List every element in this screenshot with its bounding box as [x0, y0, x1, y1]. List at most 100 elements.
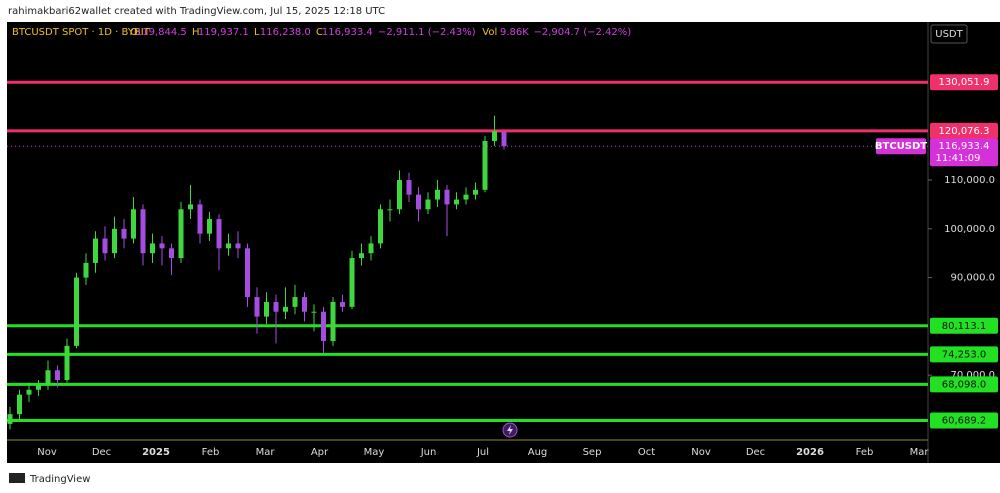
symbol: BTCUSDT SPOT · 1D · BYBIT	[12, 27, 151, 38]
legend-key: Vol	[482, 27, 497, 38]
level-label-box	[930, 317, 998, 334]
legend-change: −2,904.7 (−2.42%)	[534, 27, 632, 38]
legend-value: 116,933.4	[322, 27, 373, 38]
candle-body	[159, 243, 165, 249]
candle-body	[169, 248, 174, 259]
event-bolt	[507, 425, 513, 435]
level-label-box	[930, 122, 998, 139]
plot-area	[7, 22, 928, 463]
candle-body	[264, 301, 269, 317]
candle-body	[102, 238, 108, 254]
currency-box[interactable]	[930, 24, 968, 44]
x-tick-label: 2025	[142, 447, 170, 458]
candle-body	[45, 370, 51, 385]
level-label-box	[930, 346, 998, 363]
legend-key: H	[192, 27, 200, 38]
candle-body	[121, 228, 127, 239]
candle-body	[406, 180, 412, 195]
x-tick-label: Feb	[202, 447, 220, 458]
x-tick-label: Dec	[92, 447, 111, 458]
level-label-box	[930, 74, 998, 91]
brand: TradingView	[29, 474, 90, 485]
x-tick-label: Feb	[856, 447, 874, 458]
candle-body	[283, 306, 288, 312]
level-label-box	[930, 376, 998, 393]
level-label: 130,051.9	[939, 77, 990, 88]
candle-body	[83, 262, 89, 278]
candle-body	[492, 131, 497, 142]
candle-body	[321, 311, 326, 341]
candle-body	[311, 311, 317, 313]
candle-body	[64, 345, 70, 381]
candle-body	[235, 243, 241, 249]
x-tick-label: Jul	[476, 447, 489, 458]
legend-key: L	[254, 27, 260, 38]
caption: rahimakbari62wallet created with Trading…	[8, 6, 385, 17]
x-tick-label: Mar	[256, 447, 276, 458]
candle-body	[36, 384, 41, 390]
candle-body	[463, 194, 469, 200]
candle-body	[292, 297, 298, 307]
candle-body	[444, 189, 450, 205]
candle-body	[368, 243, 374, 254]
candle-body	[302, 297, 307, 312]
x-tick-label: Apr	[311, 447, 329, 458]
candle-body	[17, 394, 22, 415]
candle-body	[197, 204, 203, 234]
last-price-label: 116,933.4	[939, 141, 990, 152]
candle-body	[150, 243, 155, 254]
x-tick-label: Aug	[528, 447, 548, 458]
y-tick-label: 100,000.0	[944, 224, 995, 235]
candle-body	[245, 248, 250, 298]
level-label: 74,253.0	[942, 349, 987, 360]
last-price-box	[930, 138, 998, 167]
candle-body	[140, 209, 146, 254]
x-tick-label: May	[364, 447, 385, 458]
candle-body	[340, 301, 345, 307]
candle-body	[207, 219, 212, 234]
y-tick-label: 110,000.0	[944, 175, 995, 186]
candle-body	[55, 370, 60, 381]
y-tick-label: 70,000.0	[950, 370, 995, 381]
y-tick-label: 90,000.0	[950, 273, 995, 284]
candle-body	[93, 238, 98, 263]
legend-key: C	[316, 27, 323, 38]
candle-body	[473, 189, 478, 195]
level-label: 120,076.3	[939, 126, 990, 137]
symbol-tag	[876, 138, 926, 155]
candle-body	[178, 209, 184, 259]
candle-body	[387, 209, 393, 211]
legend-key: O	[130, 27, 138, 38]
candle-body	[416, 194, 421, 210]
candle-body	[226, 243, 231, 249]
candle-body	[254, 297, 260, 317]
candle-body	[188, 204, 193, 210]
legend-value: 119,937.1	[198, 27, 249, 38]
candle-body	[74, 277, 79, 346]
level-label: 60,689.2	[942, 416, 987, 427]
x-tick-label: Dec	[746, 447, 765, 458]
x-tick-label: Nov	[37, 447, 57, 458]
candle-body	[435, 189, 440, 200]
currency[interactable]: USDT	[935, 29, 963, 40]
candle-body	[454, 199, 459, 205]
countdown: 11:41:09	[936, 153, 981, 164]
symbol-tag-text: BTCUSDT	[875, 141, 927, 152]
candle-body	[131, 209, 136, 239]
x-tick-label: Nov	[691, 447, 711, 458]
x-tick-label: Jun	[420, 447, 437, 458]
candle-body	[349, 258, 355, 307]
x-tick-label: 2026	[796, 447, 824, 458]
candle-body	[330, 301, 336, 341]
legend-value: 119,844.5	[136, 27, 187, 38]
legend-value: 116,238.0	[260, 27, 311, 38]
level-label: 68,098.0	[942, 379, 987, 390]
candle-body	[378, 209, 383, 244]
candle-body	[7, 414, 13, 424]
legend-change: −2,911.1 (−2.43%)	[378, 27, 476, 38]
x-tick-label: Sep	[583, 447, 602, 458]
candle-body	[273, 301, 279, 312]
